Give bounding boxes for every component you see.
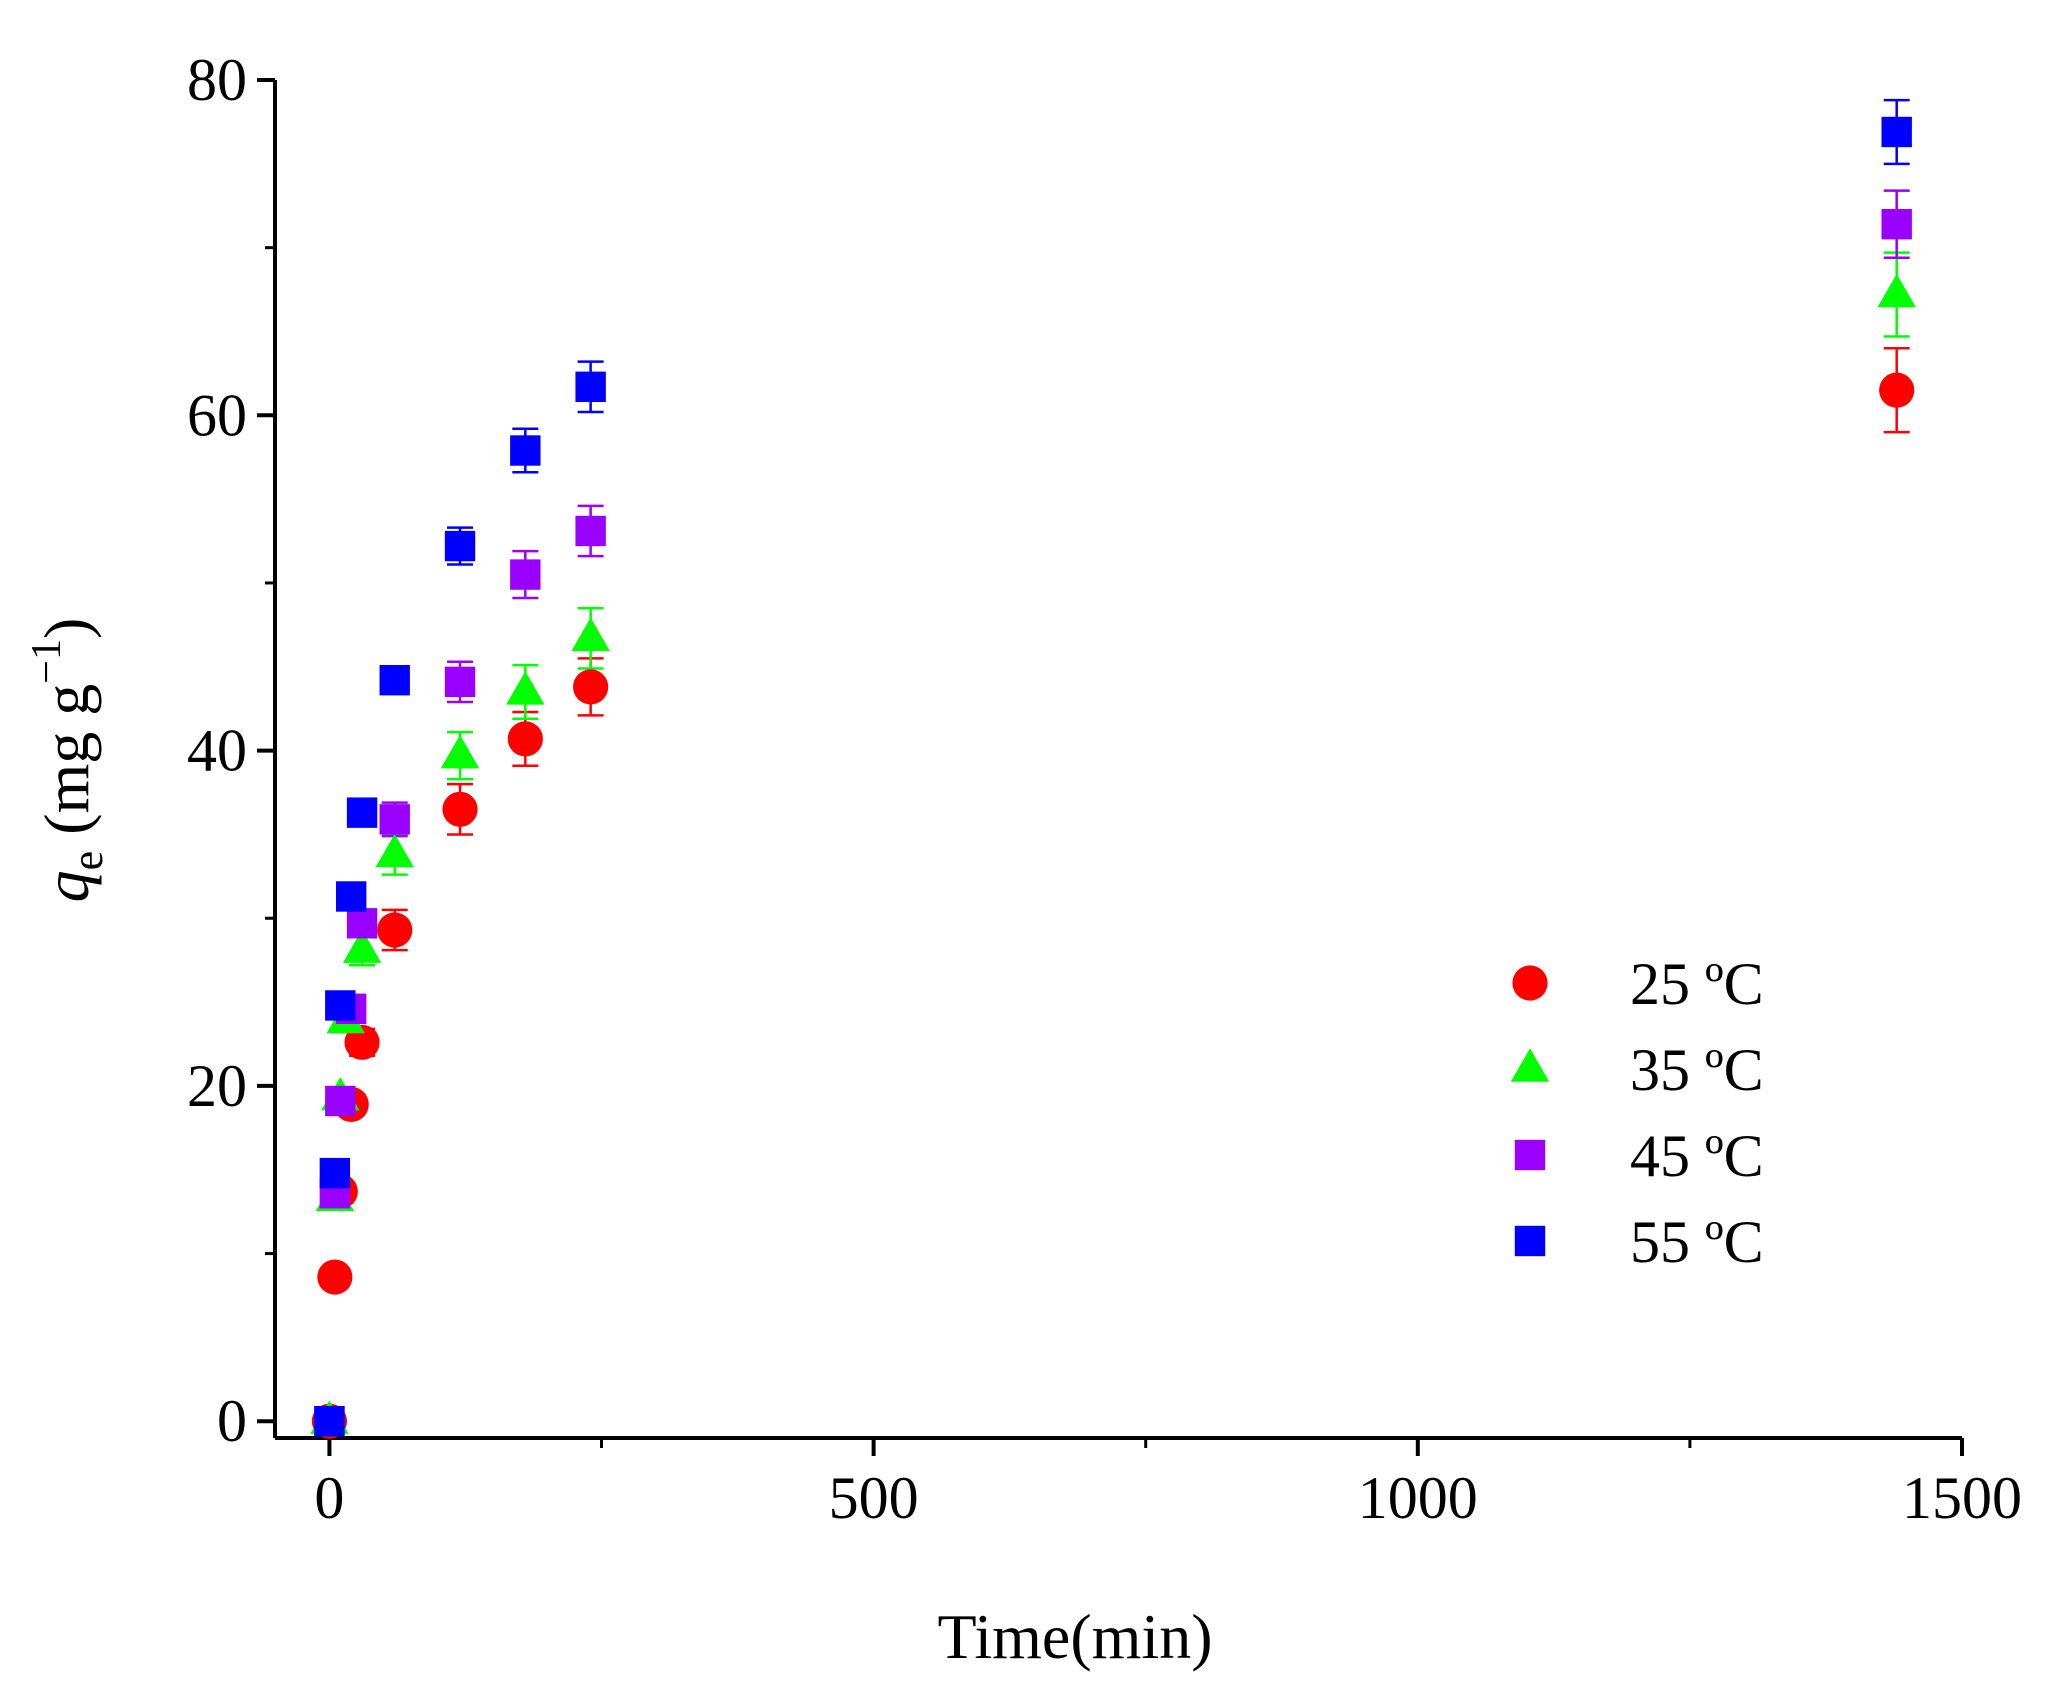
data-point — [335, 881, 367, 912]
y-axis-title-subscript: e — [63, 851, 112, 871]
data-point — [344, 1024, 380, 1060]
data-point — [444, 530, 476, 562]
y-axis-title-superscript: −1 — [24, 639, 70, 684]
x-tick-label: 1500 — [1902, 1465, 2022, 1531]
x-axis-title: Time(min) — [938, 1601, 1213, 1672]
data-points — [310, 116, 1916, 1439]
legend-label: 45 ºC — [1630, 1123, 1764, 1189]
data-point — [346, 797, 378, 828]
legend-label: 35 ºC — [1630, 1037, 1764, 1103]
x-tick-label: 500 — [829, 1465, 919, 1531]
data-point — [314, 1406, 345, 1437]
data-point — [573, 669, 609, 705]
data-point — [325, 990, 356, 1021]
data-point — [379, 804, 410, 835]
data-point — [510, 435, 541, 466]
legend-marker — [1512, 965, 1548, 1001]
data-point — [571, 617, 610, 651]
y-axis-title-units: (mg g — [31, 684, 102, 851]
data-point — [506, 671, 545, 705]
data-point — [444, 666, 476, 698]
data-point — [510, 559, 541, 590]
axes: 0 500 1000 1500 0 20 40 60 80 — [187, 47, 2022, 1531]
y-axis-title-symbol: q — [31, 870, 102, 902]
y-axis-title: qe (mg g−1) — [24, 618, 112, 903]
data-point — [1881, 116, 1912, 148]
data-point — [1881, 208, 1912, 240]
y-tick-label: 0 — [217, 1388, 247, 1454]
data-point — [440, 734, 480, 769]
legend-marker — [1514, 1139, 1546, 1171]
legend-marker — [1510, 1048, 1550, 1082]
y-tick-label: 60 — [187, 382, 247, 448]
data-point — [342, 929, 382, 963]
data-point — [1877, 273, 1916, 308]
data-point — [507, 721, 543, 757]
y-tick-label: 80 — [187, 47, 247, 113]
x-tick-label: 0 — [314, 1465, 344, 1531]
data-point — [575, 515, 606, 547]
data-point — [1879, 372, 1915, 408]
data-point — [379, 665, 410, 696]
x-tick-label: 1000 — [1358, 1465, 1478, 1531]
data-point — [317, 1259, 353, 1295]
legend-label: 55 ºC — [1630, 1209, 1764, 1275]
legend-label: 25 ºC — [1630, 951, 1764, 1017]
y-tick-label: 40 — [187, 718, 247, 784]
data-point — [325, 1085, 356, 1117]
data-point — [319, 1157, 351, 1189]
data-point — [377, 912, 413, 948]
data-point — [375, 833, 414, 868]
data-point — [442, 791, 478, 827]
data-point — [346, 908, 378, 939]
y-tick-label: 20 — [187, 1053, 247, 1119]
error-bars — [321, 98, 1910, 1284]
legend: 25 ºC 35 ºC 45 ºC 55 ºC — [1510, 951, 1764, 1275]
data-point — [575, 371, 606, 403]
legend-marker — [1514, 1225, 1546, 1257]
y-axis-title-units-close: ) — [31, 618, 102, 639]
